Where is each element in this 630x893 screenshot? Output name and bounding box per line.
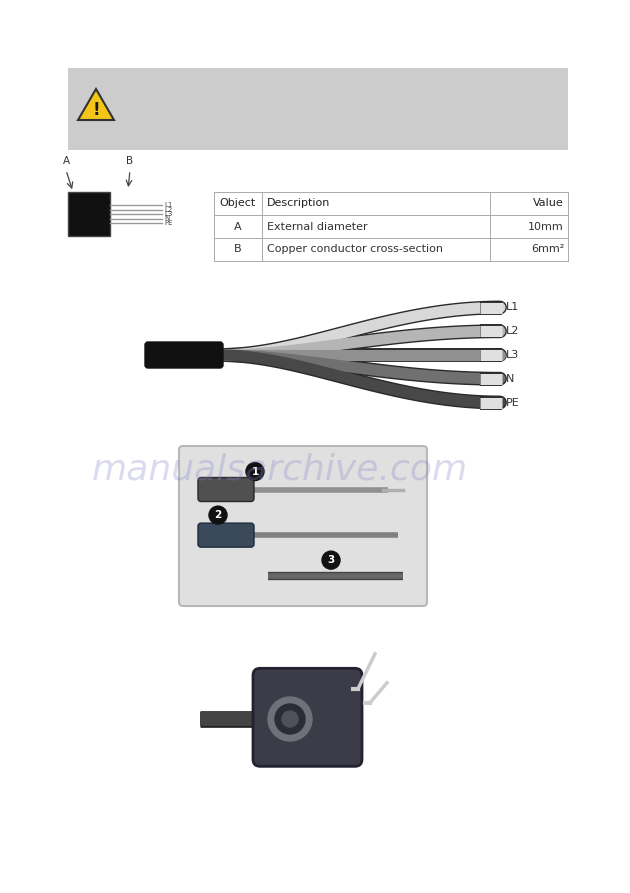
Circle shape [268,697,312,741]
Text: L1: L1 [506,303,519,313]
Text: 2: 2 [214,510,222,520]
Text: Value: Value [533,198,564,208]
Text: L1: L1 [164,202,173,208]
FancyBboxPatch shape [253,668,362,766]
Text: Object: Object [220,198,256,208]
Text: Description: Description [267,198,330,208]
FancyBboxPatch shape [145,342,223,368]
Text: L2: L2 [506,326,519,337]
Text: N: N [164,215,169,221]
Text: B: B [127,156,134,166]
Polygon shape [78,89,114,120]
Text: !: ! [92,101,100,119]
Circle shape [282,711,298,727]
Circle shape [246,463,264,480]
Circle shape [322,551,340,569]
Bar [68,68,568,150]
Text: 3: 3 [328,555,335,565]
Bar [68,192,110,236]
Text: L3: L3 [164,211,173,217]
Text: PE: PE [164,220,173,226]
Circle shape [275,704,305,734]
Text: L2: L2 [164,206,172,213]
Text: PE: PE [506,397,520,407]
Text: manualsarchive.com: manualsarchive.com [92,453,468,487]
FancyBboxPatch shape [198,478,254,502]
Text: N: N [506,374,514,384]
Text: External diameter: External diameter [267,221,368,231]
Text: A: A [62,156,69,166]
Circle shape [209,506,227,524]
Text: 6mm²: 6mm² [530,245,564,255]
Text: 10mm: 10mm [528,221,564,231]
Text: 1: 1 [251,466,259,477]
Text: L3: L3 [506,350,519,360]
FancyBboxPatch shape [198,523,254,547]
Text: B: B [234,245,242,255]
Text: Copper conductor cross-section: Copper conductor cross-section [267,245,443,255]
Text: A: A [234,221,242,231]
FancyBboxPatch shape [179,446,427,606]
